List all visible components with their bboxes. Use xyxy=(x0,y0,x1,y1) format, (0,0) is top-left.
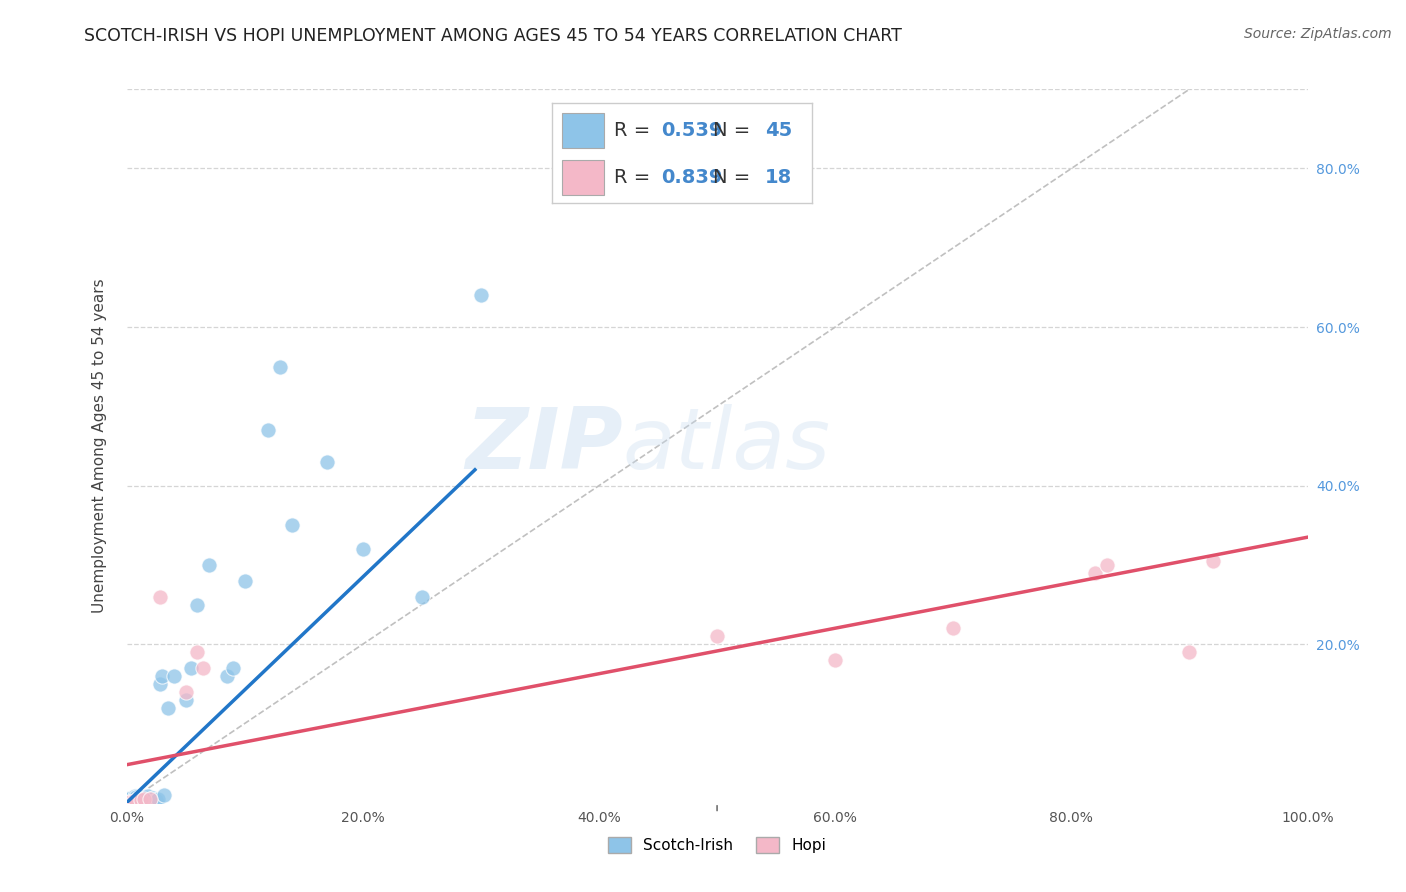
Point xyxy=(269,359,291,374)
Point xyxy=(198,558,221,572)
Point xyxy=(148,792,170,806)
Point xyxy=(222,661,245,675)
Y-axis label: Unemployment Among Ages 45 to 54 years: Unemployment Among Ages 45 to 54 years xyxy=(93,278,107,614)
Point xyxy=(942,621,965,635)
Point xyxy=(131,794,153,808)
Point xyxy=(134,791,156,805)
Text: SCOTCH-IRISH VS HOPI UNEMPLOYMENT AMONG AGES 45 TO 54 YEARS CORRELATION CHART: SCOTCH-IRISH VS HOPI UNEMPLOYMENT AMONG … xyxy=(84,27,903,45)
Point xyxy=(127,791,149,805)
Point xyxy=(141,791,163,805)
Point xyxy=(156,700,179,714)
Point xyxy=(127,795,149,809)
Point xyxy=(136,789,159,804)
Text: ZIP: ZIP xyxy=(465,404,623,488)
Point xyxy=(122,794,145,808)
Point xyxy=(233,574,256,588)
Point xyxy=(352,542,374,557)
Point xyxy=(117,796,139,810)
Point xyxy=(121,795,143,809)
Point xyxy=(149,677,172,691)
Point xyxy=(122,792,145,806)
Point xyxy=(470,288,492,302)
Point xyxy=(257,423,280,437)
Point xyxy=(124,789,146,804)
Point xyxy=(149,590,172,604)
Point xyxy=(139,792,162,806)
Point xyxy=(186,598,208,612)
Point xyxy=(153,788,176,802)
Point xyxy=(215,669,238,683)
Point xyxy=(128,793,150,807)
Point xyxy=(824,653,846,667)
Point xyxy=(117,794,139,808)
Point xyxy=(120,791,142,805)
Point xyxy=(120,794,142,808)
Point xyxy=(127,792,149,806)
Point xyxy=(1084,566,1107,580)
Point xyxy=(706,629,728,643)
Point xyxy=(411,590,433,604)
Point xyxy=(150,669,173,683)
Text: Source: ZipAtlas.com: Source: ZipAtlas.com xyxy=(1244,27,1392,41)
Point xyxy=(118,792,141,806)
Point xyxy=(117,796,139,810)
Legend: Scotch-Irish, Hopi: Scotch-Irish, Hopi xyxy=(602,831,832,859)
Point xyxy=(129,792,152,806)
Point xyxy=(120,795,142,809)
Point xyxy=(136,794,159,808)
Point xyxy=(129,793,152,807)
Point xyxy=(281,518,304,533)
Point xyxy=(316,455,339,469)
Point xyxy=(180,661,202,675)
Point xyxy=(1095,558,1118,572)
Point xyxy=(125,794,148,808)
Point xyxy=(174,685,197,699)
Point xyxy=(134,793,156,807)
Point xyxy=(125,790,148,805)
Point xyxy=(186,645,208,659)
Point xyxy=(134,792,156,806)
Point xyxy=(163,669,186,683)
Point xyxy=(174,692,197,706)
Point xyxy=(193,661,215,675)
Text: atlas: atlas xyxy=(623,404,831,488)
Point xyxy=(1202,554,1225,568)
Point xyxy=(120,791,142,805)
Point xyxy=(125,795,148,809)
Point xyxy=(145,793,167,807)
Point xyxy=(1178,645,1201,659)
Point xyxy=(132,790,155,805)
Point xyxy=(139,792,162,806)
